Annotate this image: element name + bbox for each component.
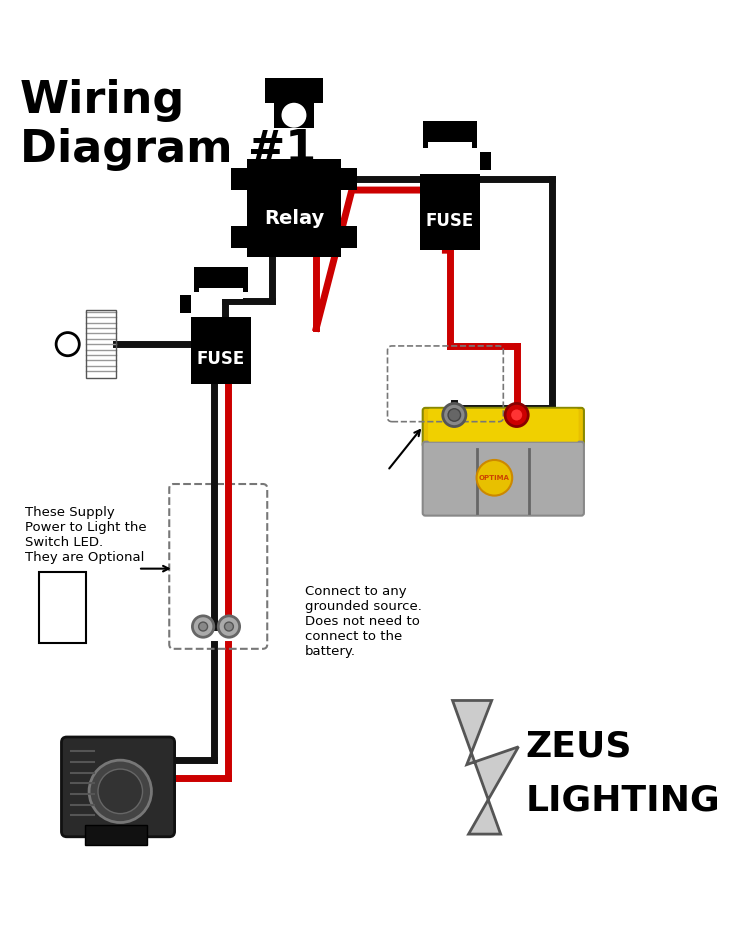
Text: Relay: Relay bbox=[263, 209, 324, 228]
Bar bbox=[85, 825, 147, 844]
Text: Wiring: Wiring bbox=[20, 79, 185, 122]
Circle shape bbox=[199, 622, 208, 631]
Text: ZEUS: ZEUS bbox=[526, 730, 632, 764]
Circle shape bbox=[448, 408, 461, 421]
Bar bbox=[199, 288, 243, 299]
Bar bbox=[86, 310, 116, 378]
Polygon shape bbox=[39, 572, 86, 644]
Text: Connect to any
grounded source.
Does not need to
connect to the
battery.: Connect to any grounded source. Does not… bbox=[305, 585, 422, 658]
Text: FUSE: FUSE bbox=[425, 212, 474, 230]
Circle shape bbox=[443, 404, 466, 426]
Circle shape bbox=[281, 103, 306, 128]
Circle shape bbox=[192, 616, 213, 637]
FancyBboxPatch shape bbox=[422, 407, 584, 447]
Polygon shape bbox=[453, 701, 518, 834]
Text: Diagram #1: Diagram #1 bbox=[20, 128, 316, 170]
Bar bbox=[247, 159, 341, 257]
Bar bbox=[420, 174, 480, 250]
FancyBboxPatch shape bbox=[428, 408, 578, 442]
Bar bbox=[274, 96, 314, 128]
Bar bbox=[231, 168, 247, 190]
Text: LIGHTING: LIGHTING bbox=[526, 783, 721, 817]
Bar bbox=[191, 317, 251, 384]
Text: These Supply
Power to Light the
Switch LED.
They are Optional: These Supply Power to Light the Switch L… bbox=[25, 506, 146, 565]
Bar bbox=[231, 226, 247, 248]
Bar bbox=[194, 268, 247, 292]
Bar bbox=[341, 226, 357, 248]
Bar bbox=[480, 152, 491, 170]
Text: FUSE: FUSE bbox=[197, 350, 245, 368]
Bar bbox=[428, 143, 472, 155]
Circle shape bbox=[219, 616, 240, 637]
Bar bbox=[423, 121, 477, 148]
Bar bbox=[180, 295, 191, 312]
Circle shape bbox=[56, 332, 79, 356]
Circle shape bbox=[477, 460, 512, 496]
Text: OPTIMA: OPTIMA bbox=[479, 475, 510, 481]
Circle shape bbox=[98, 769, 143, 814]
Circle shape bbox=[505, 404, 528, 426]
Circle shape bbox=[224, 622, 233, 631]
Circle shape bbox=[89, 760, 152, 823]
FancyBboxPatch shape bbox=[422, 442, 584, 516]
Circle shape bbox=[511, 408, 523, 421]
Bar bbox=[341, 168, 357, 190]
Bar bbox=[265, 78, 323, 103]
FancyBboxPatch shape bbox=[62, 737, 174, 837]
